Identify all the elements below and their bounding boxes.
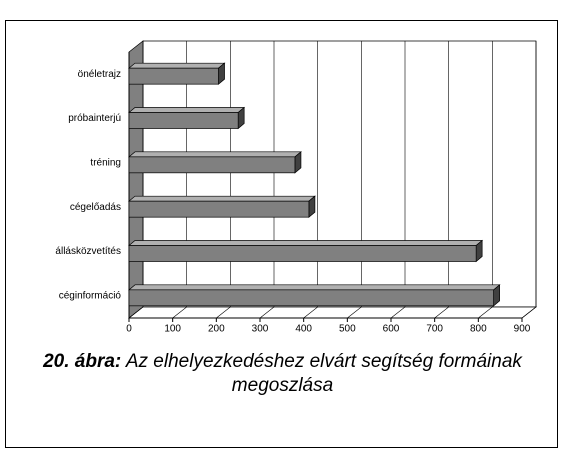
bar — [128, 67, 219, 85]
grid-line — [172, 41, 187, 319]
bar-top — [128, 107, 246, 113]
bar — [128, 156, 296, 174]
grid-line — [434, 41, 449, 319]
bar-top — [128, 195, 316, 202]
y-tick-label: önéletrajz — [78, 69, 121, 80]
bar — [128, 289, 494, 307]
x-tick-label: 600 — [383, 324, 400, 335]
x-tick-label: 800 — [470, 324, 487, 335]
x-tick-label: 700 — [426, 324, 443, 335]
y-tick-label: állásközvetítés — [55, 246, 121, 257]
y-tick-label: próbainterjú — [68, 113, 121, 124]
bar — [128, 200, 310, 218]
bar-top — [128, 151, 302, 158]
caption-label: 20. ábra: — [43, 351, 122, 372]
grid-line — [478, 41, 493, 319]
y-tick-label: céginformáció — [59, 290, 122, 301]
grid-line — [303, 41, 318, 319]
x-tick-label: 400 — [295, 324, 312, 335]
x-tick-label: 200 — [208, 324, 225, 335]
grid-line — [347, 41, 362, 319]
bar-top — [128, 284, 501, 291]
bar — [128, 245, 477, 262]
bar-top — [128, 62, 226, 69]
caption: 20. ábra: Az elhelyezkedéshez elvárt seg… — [10, 350, 555, 398]
grid-line — [128, 41, 144, 319]
x-tick-label: 500 — [339, 324, 356, 335]
y-tick-label: cégelőadás — [70, 202, 121, 213]
grid-line — [259, 41, 275, 319]
grid-line — [390, 41, 406, 319]
floor — [127, 306, 538, 319]
frame — [5, 20, 558, 448]
x-tick-label: 100 — [164, 324, 181, 335]
x-tick-label: 0 — [126, 324, 132, 335]
bar — [128, 112, 239, 129]
x-tick-label: 300 — [252, 324, 269, 335]
x-tick-label: 900 — [514, 324, 531, 335]
caption-text: Az elhelyezkedéshez elvárt segítség form… — [125, 351, 522, 396]
bar-top — [128, 240, 484, 246]
grid-line — [216, 41, 231, 319]
chart: 0 100 200 300 400 500 600 700 800 900 önéletrajz pr… — [55, 40, 538, 335]
grid-line — [521, 41, 537, 319]
y-tick-label: tréning — [90, 157, 121, 168]
